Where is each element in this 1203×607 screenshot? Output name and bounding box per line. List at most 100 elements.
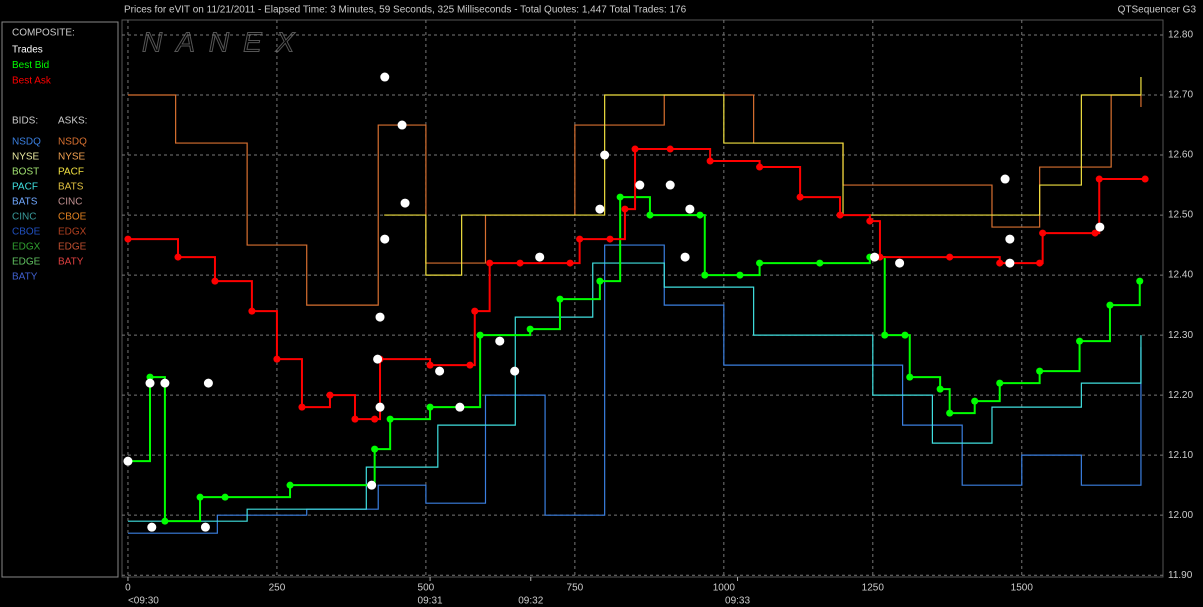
quote-point: [606, 235, 614, 243]
quote-point: [426, 361, 434, 369]
trade-point: [455, 402, 465, 412]
quote-point: [476, 331, 484, 339]
quote-point: [371, 415, 379, 423]
trade-point: [435, 366, 445, 376]
legend-entry: EDGX: [58, 227, 87, 238]
x-tick-label: 1000: [713, 583, 736, 594]
watermark: NANEX: [142, 26, 308, 57]
trade-point: [1000, 174, 1010, 184]
legend-entry: BOST: [12, 167, 39, 178]
quote-point: [596, 277, 604, 285]
legend-entry: NSDQ: [58, 137, 87, 148]
trade-point: [680, 252, 690, 262]
y-tick-label: 12.20: [1168, 390, 1193, 401]
trade-point: [380, 234, 390, 244]
trade-point: [685, 204, 695, 214]
legend-entry: CBOE: [12, 227, 41, 238]
x-tick-label: 500: [418, 583, 435, 594]
y-tick-label: 12.60: [1168, 150, 1193, 161]
quote-point: [881, 331, 889, 339]
exchange-quote-line: [127, 94, 1142, 306]
quote-point: [211, 277, 219, 285]
time-label: 09:32: [518, 596, 543, 607]
y-tick-label: 12.50: [1168, 210, 1193, 221]
trade-point: [160, 378, 170, 388]
x-tick-label: 750: [567, 583, 584, 594]
quote-point: [971, 397, 979, 405]
trade-point: [380, 72, 390, 82]
quote-point: [1036, 259, 1044, 267]
quote-point: [736, 271, 744, 279]
quote-point: [616, 193, 624, 201]
trade-point: [200, 522, 210, 532]
quote-point: [466, 361, 474, 369]
quote-point: [1036, 367, 1044, 375]
trade-point: [600, 150, 610, 160]
y-tick-label: 12.30: [1168, 330, 1193, 341]
trade-point: [595, 204, 605, 214]
quote-point: [1141, 175, 1149, 183]
quote-point: [196, 493, 204, 501]
quote-point: [471, 307, 479, 315]
quote-point: [161, 517, 169, 525]
trade-point: [397, 120, 407, 130]
legend-entry: EDGE: [12, 257, 41, 268]
quote-point: [866, 217, 874, 225]
quote-point: [756, 163, 764, 171]
legend-entry: NYSE: [12, 152, 40, 163]
quote-point: [566, 259, 574, 267]
x-tick-label: 250: [269, 583, 286, 594]
quote-point: [946, 409, 954, 417]
quote-point: [936, 385, 944, 393]
legend-entry: BATY: [58, 257, 84, 268]
quote-point: [556, 295, 564, 303]
trade-point: [495, 336, 505, 346]
trade-point: [375, 312, 385, 322]
trade-point: [203, 378, 213, 388]
trade-point: [870, 252, 880, 262]
exchange-quote-line: [127, 262, 1142, 522]
quote-point: [486, 259, 494, 267]
legend-entry: EDGX: [12, 242, 41, 253]
y-tick-label: 12.70: [1168, 90, 1193, 101]
trade-point: [510, 366, 520, 376]
plot-area: [121, 19, 1164, 578]
legend-entry: NYSE: [58, 152, 86, 163]
chart-title: Prices for eVIT on 11/21/2011 - Elapsed …: [124, 5, 687, 16]
trade-point: [635, 180, 645, 190]
x-tick-label: 0: [125, 583, 131, 594]
quote-point: [386, 415, 394, 423]
quote-point: [576, 235, 584, 243]
legend-panel: [1, 21, 119, 578]
quote-point: [756, 259, 764, 267]
quote-point: [124, 235, 132, 243]
legend-entry: Trades: [12, 45, 43, 56]
quote-point: [426, 403, 434, 411]
time-label: <09:30: [128, 596, 159, 607]
trade-point: [1005, 258, 1015, 268]
quote-point: [1091, 229, 1099, 237]
quote-point: [1136, 277, 1144, 285]
trade-point: [535, 252, 545, 262]
quote-point: [631, 145, 639, 153]
quote-point: [351, 415, 359, 423]
legend-entry: CINC: [58, 197, 82, 208]
time-label: 09:31: [418, 596, 443, 607]
legend-entry: Best Ask: [12, 76, 52, 87]
exchange-quote-line: [384, 77, 1142, 276]
legend-entry: BATS: [58, 182, 84, 193]
quote-point: [706, 157, 714, 165]
legend-entry: PACF: [12, 182, 38, 193]
quote-point: [906, 373, 914, 381]
quote-point: [696, 211, 704, 219]
legend-entry: BATY: [12, 272, 38, 283]
y-tick-label: 12.80: [1168, 30, 1193, 41]
trade-point: [400, 198, 410, 208]
quote-point: [646, 211, 654, 219]
legend-heading: BIDS:: [12, 116, 38, 127]
trade-point: [367, 480, 377, 490]
trade-point: [1005, 234, 1015, 244]
legend-heading: COMPOSITE:: [12, 28, 75, 39]
y-tick-label: 12.10: [1168, 450, 1193, 461]
time-label: 09:33: [725, 596, 750, 607]
